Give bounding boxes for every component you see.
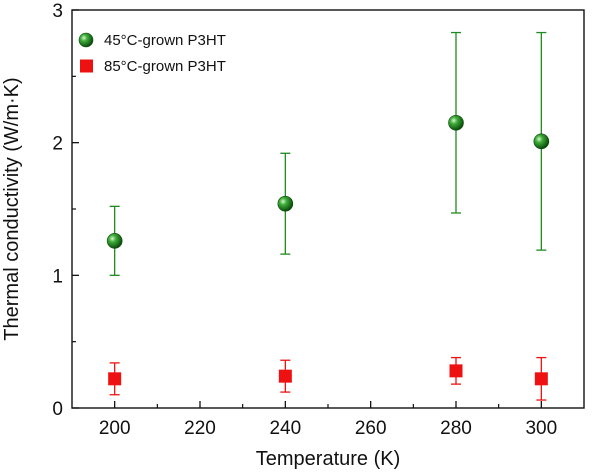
data-point-85C	[278, 369, 292, 383]
legend-marker-45C	[78, 32, 94, 48]
x-tick-label: 260	[355, 418, 387, 439]
legend-label: 85°C-grown P3HT	[104, 58, 226, 75]
x-tick-label: 300	[525, 418, 557, 439]
ticks-layer: 200 220 240 260 280 300 0 1 2 3	[52, 1, 557, 439]
data-point-45C	[448, 114, 464, 131]
data-point-45C	[533, 133, 550, 150]
data-point-85C	[108, 372, 122, 386]
y-tick-label: 3	[52, 1, 63, 22]
y-tick-label: 2	[52, 134, 63, 155]
x-tick-label: 280	[440, 418, 472, 439]
data-point-85C	[449, 364, 463, 378]
x-tick-label: 200	[99, 418, 131, 439]
x-tick-label: 220	[184, 418, 216, 439]
y-tick-label: 0	[52, 399, 63, 420]
x-tick-label: 240	[269, 418, 301, 439]
y-tick-label: 1	[52, 266, 63, 287]
data-point-45C	[106, 233, 123, 249]
legend-marker-85C	[80, 59, 93, 73]
data-point-45C	[277, 195, 294, 212]
legend-label: 45°C-grown P3HT	[104, 32, 226, 49]
legend: 45°C-grown P3HT 85°C-grown P3HT	[78, 32, 226, 75]
data-point-85C	[534, 372, 548, 386]
errorbars-layer	[109, 31, 547, 401]
y-axis-title: Thermal conductivity (W/m·K)	[1, 77, 23, 340]
x-axis-title: Temperature (K)	[256, 448, 401, 470]
markers-layer	[106, 114, 550, 386]
